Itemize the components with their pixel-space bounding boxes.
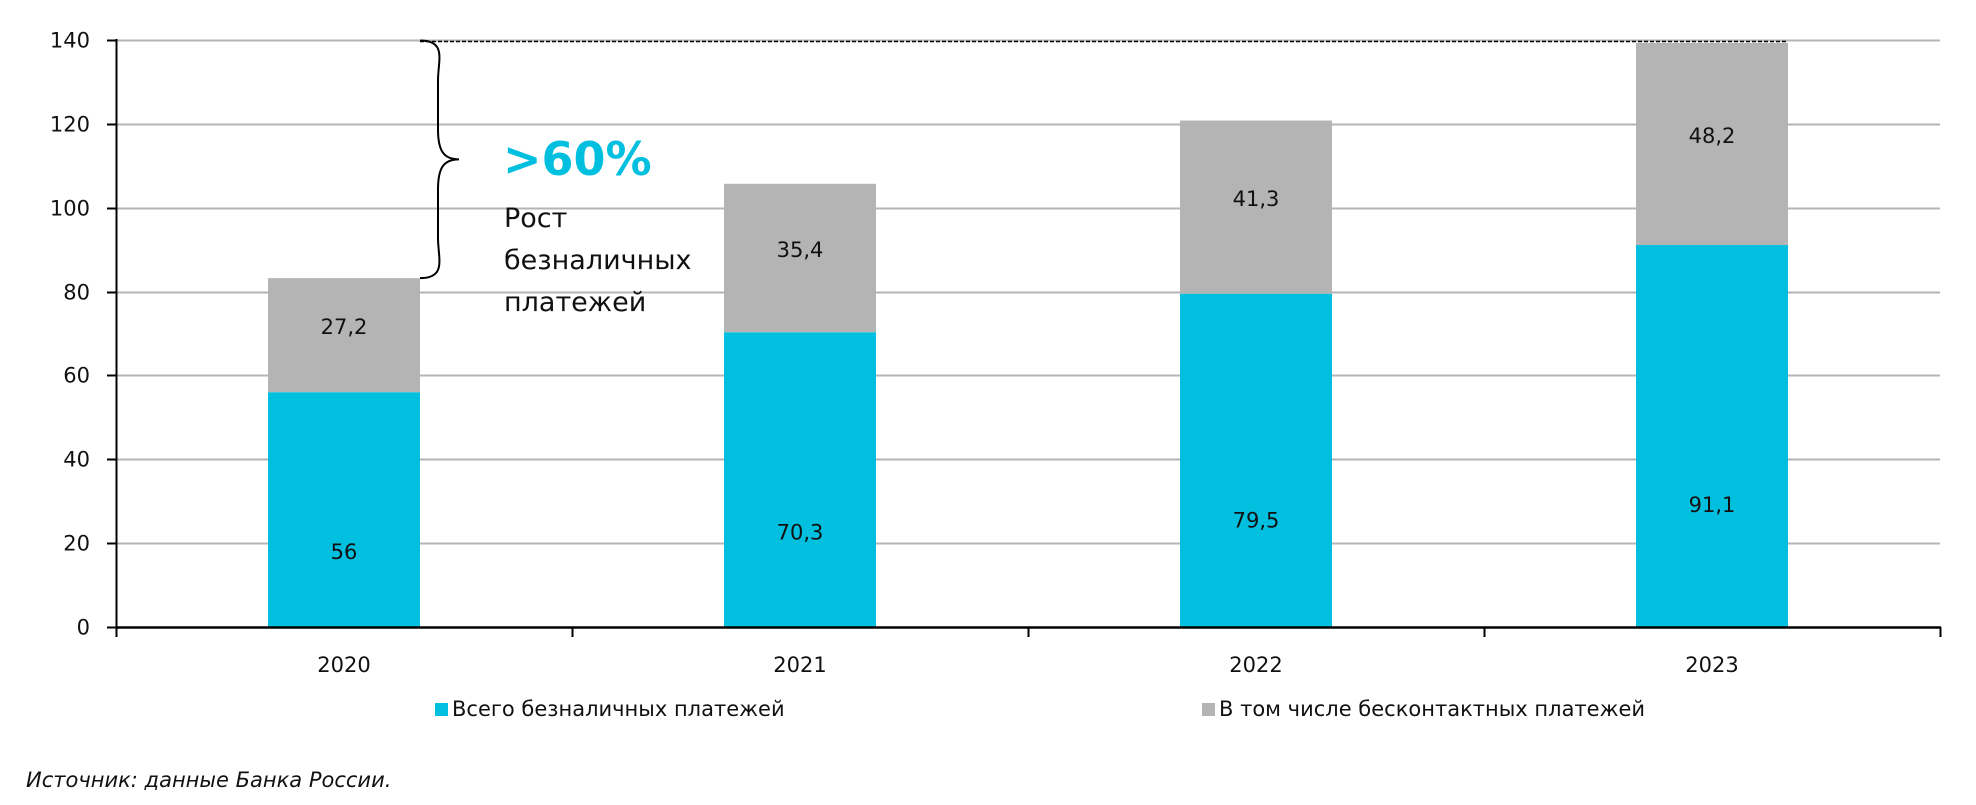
y-tick-label: 20 [63, 532, 90, 556]
bars [268, 42, 1788, 628]
data-label: 48,2 [1689, 124, 1736, 148]
legend-label: В том числе бесконтактных платежей [1219, 697, 1646, 721]
bar-segment-total [1636, 245, 1788, 628]
data-labels: 56 27,2 70,3 35,4 79,5 41,3 91,1 48,2 [321, 124, 1736, 564]
growth-headline: >60% [503, 132, 652, 186]
legend-swatch-cyan [435, 702, 448, 716]
bar-segment-total [268, 392, 420, 627]
x-tick-label: 2020 [317, 653, 370, 677]
data-label: 91,1 [1689, 493, 1736, 517]
data-label: 41,3 [1233, 187, 1280, 211]
growth-caption-line: Рост [504, 203, 568, 234]
x-tick-label: 2022 [1229, 653, 1282, 677]
bar-segment-contactless [724, 183, 876, 333]
data-label: 56 [331, 540, 358, 564]
y-tick-label: 100 [50, 197, 90, 221]
data-label: 27,2 [321, 315, 368, 339]
y-tick-label: 0 [77, 616, 90, 640]
y-tick-label: 120 [50, 113, 90, 137]
data-label: 70,3 [777, 521, 824, 545]
bar-segment-contactless [1636, 42, 1788, 246]
x-axis-ticks: 2020 2021 2022 2023 [115, 627, 1942, 677]
data-label: 79,5 [1233, 508, 1280, 532]
y-axis-ticks: 0 20 40 60 80 100 120 140 [50, 29, 116, 640]
bar-segment-contactless [1180, 120, 1332, 294]
growth-caption-line: платежей [504, 287, 647, 318]
legend-swatch-gray [1202, 702, 1215, 716]
curly-brace-icon [419, 39, 460, 280]
data-label: 35,4 [777, 238, 824, 262]
x-tick-label: 2023 [1685, 653, 1738, 677]
growth-caption: Рост безналичных платежей [504, 198, 764, 324]
x-tick-label: 2021 [773, 653, 826, 677]
growth-caption-line: безналичных [504, 245, 692, 276]
source-note: Источник: данные Банка России. [26, 768, 392, 792]
legend: Всего безналичных платежей В том числе б… [0, 697, 1976, 727]
growth-annotation [419, 39, 1788, 280]
bar-segment-total [724, 332, 876, 627]
y-tick-label: 60 [63, 364, 90, 388]
legend-item-contactless: В том числе бесконтактных платежей [1202, 697, 1645, 721]
bar-segment-contactless [268, 278, 420, 393]
legend-item-total-cashless: Всего безналичных платежей [435, 697, 785, 721]
y-tick-label: 80 [63, 281, 90, 305]
bar-segment-total [1180, 293, 1332, 627]
legend-label: Всего безналичных платежей [452, 697, 785, 721]
y-tick-label: 40 [63, 448, 90, 472]
y-tick-label: 140 [50, 29, 90, 53]
